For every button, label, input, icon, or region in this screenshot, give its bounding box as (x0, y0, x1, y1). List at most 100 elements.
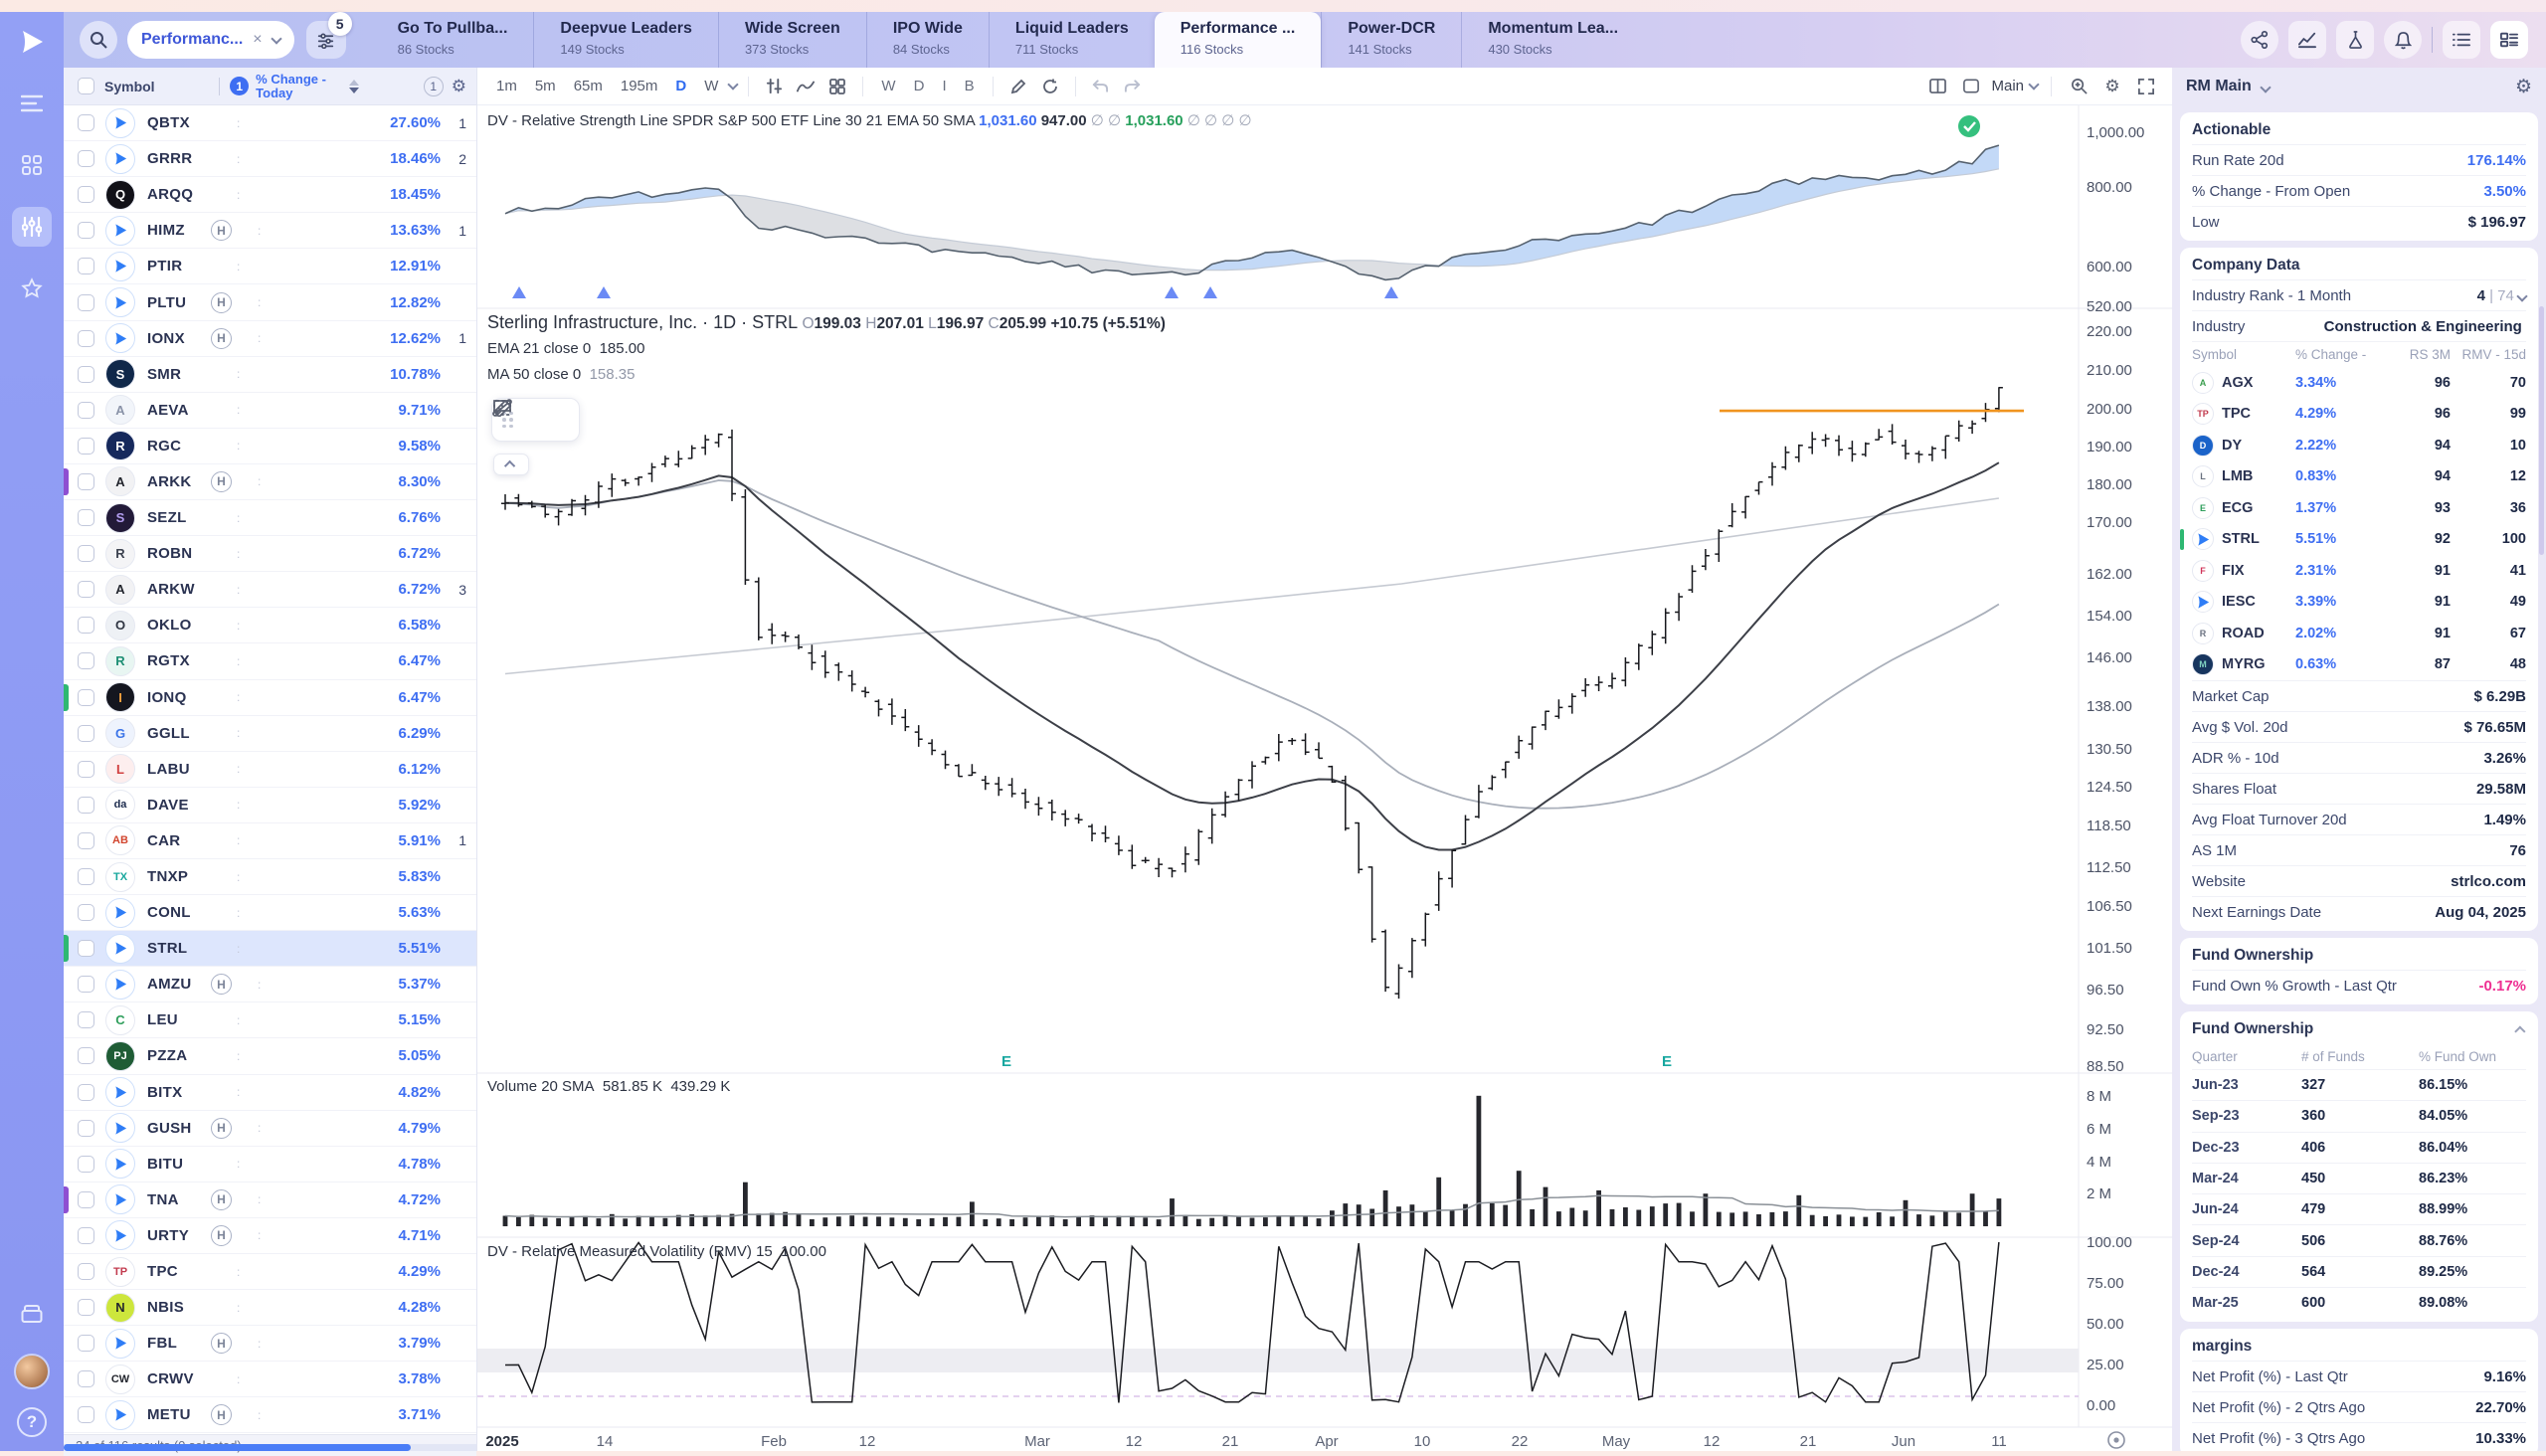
layers-icon[interactable] (12, 1294, 52, 1334)
menu-icon[interactable] (12, 84, 52, 123)
section-title[interactable]: Fund Ownership (2192, 940, 2526, 970)
screener-icon[interactable] (12, 207, 52, 247)
star-icon[interactable] (12, 269, 52, 308)
indicator-settings-icon[interactable] (760, 74, 788, 99)
section-title[interactable]: Fund Ownership (2192, 1013, 2526, 1043)
row-checkbox[interactable] (78, 150, 94, 167)
watchlist-scrollbar[interactable] (64, 1444, 476, 1451)
watchlist-row-strl[interactable]: STRL:5.51% (64, 931, 476, 967)
row-checkbox[interactable] (78, 976, 94, 993)
row-checkbox[interactable] (78, 689, 94, 706)
fullscreen-icon[interactable] (2132, 74, 2160, 99)
section-chevron-icon[interactable] (2514, 1025, 2525, 1036)
row-checkbox[interactable] (78, 617, 94, 634)
tab-momentum-lea-[interactable]: Momentum Lea...430 Stocks (1461, 12, 1644, 68)
panel-title[interactable]: RM Main (2186, 78, 2252, 95)
row-checkbox[interactable] (78, 1263, 94, 1280)
redo-icon[interactable] (1119, 74, 1147, 99)
row-checkbox[interactable] (78, 1406, 94, 1423)
pane-single-icon[interactable] (1957, 74, 1985, 99)
row-checkbox[interactable] (78, 294, 94, 311)
panes-layout-icon[interactable] (1923, 74, 1951, 99)
deepvue-logo-icon[interactable] (12, 22, 52, 62)
toolbar-letter-b[interactable]: B (958, 76, 982, 96)
panel-scrollbar[interactable] (2539, 306, 2544, 555)
watchlist-row-qbtx[interactable]: QBTX:27.60%1 (64, 105, 476, 141)
draw-icon[interactable] (1004, 74, 1032, 99)
row-checkbox[interactable] (78, 797, 94, 814)
watchlist-row-ptir[interactable]: PTIR:12.91% (64, 249, 476, 284)
watchlist-row-conl[interactable]: CONL:5.63% (64, 895, 476, 931)
filters-button[interactable]: 5 (306, 21, 346, 59)
row-checkbox[interactable] (78, 1335, 94, 1352)
bell-icon[interactable] (2384, 21, 2422, 59)
row-checkbox[interactable] (78, 114, 94, 131)
volume-legend[interactable]: Volume 20 SMA 581.85 K 439.29 K (487, 1078, 730, 1095)
rs-indicator-legend[interactable]: DV - Relative Strength Line SPDR S&P 500… (487, 111, 1252, 129)
row-checkbox[interactable] (78, 1011, 94, 1028)
panel-row[interactable]: Low$ 196.97 (2192, 206, 2526, 237)
section-title[interactable]: Company Data (2192, 250, 2526, 279)
section-title[interactable]: margins (2192, 1331, 2526, 1361)
column-page-badge[interactable]: 1 (424, 77, 444, 96)
row-checkbox[interactable] (78, 1370, 94, 1387)
panel-chevron-icon[interactable] (2260, 82, 2271, 92)
row-checkbox[interactable] (78, 832, 94, 849)
chart-settings-icon[interactable]: ⚙ (2098, 74, 2126, 99)
clear-screen-icon[interactable]: × (253, 31, 262, 49)
row-checkbox[interactable] (78, 652, 94, 669)
chart-type-icon[interactable] (792, 74, 819, 99)
layout-chevron-icon[interactable] (2028, 79, 2039, 90)
row-checkbox[interactable] (78, 438, 94, 455)
row-checkbox[interactable] (78, 1084, 94, 1101)
help-icon[interactable]: ? (17, 1407, 47, 1437)
watchlist-row-bitx[interactable]: BITX:4.82% (64, 1075, 476, 1111)
dashboard-icon[interactable] (12, 145, 52, 185)
tab-go-to-pullba-[interactable]: Go To Pullba...86 Stocks (372, 12, 534, 68)
layout-name-label[interactable]: Main (1991, 78, 2024, 94)
zoom-in-icon[interactable] (2065, 74, 2092, 99)
toolbar-letter-w[interactable]: W (874, 76, 902, 96)
timeframe-65m[interactable]: 65m (567, 75, 610, 97)
search-icon[interactable] (80, 21, 117, 59)
panel-row[interactable]: Avg $ Vol. 20d$ 76.65M (2192, 711, 2526, 742)
row-checkbox[interactable] (78, 940, 94, 957)
row-checkbox[interactable] (78, 1156, 94, 1173)
row-checkbox[interactable] (78, 1191, 94, 1208)
timeframe-1m[interactable]: 1m (489, 75, 524, 97)
toolbar-letter-d[interactable]: D (907, 76, 932, 96)
row-checkbox[interactable] (78, 366, 94, 383)
undo-icon[interactable] (1087, 74, 1115, 99)
ema-legend[interactable]: EMA 21 close 0 185.00 (487, 340, 644, 357)
